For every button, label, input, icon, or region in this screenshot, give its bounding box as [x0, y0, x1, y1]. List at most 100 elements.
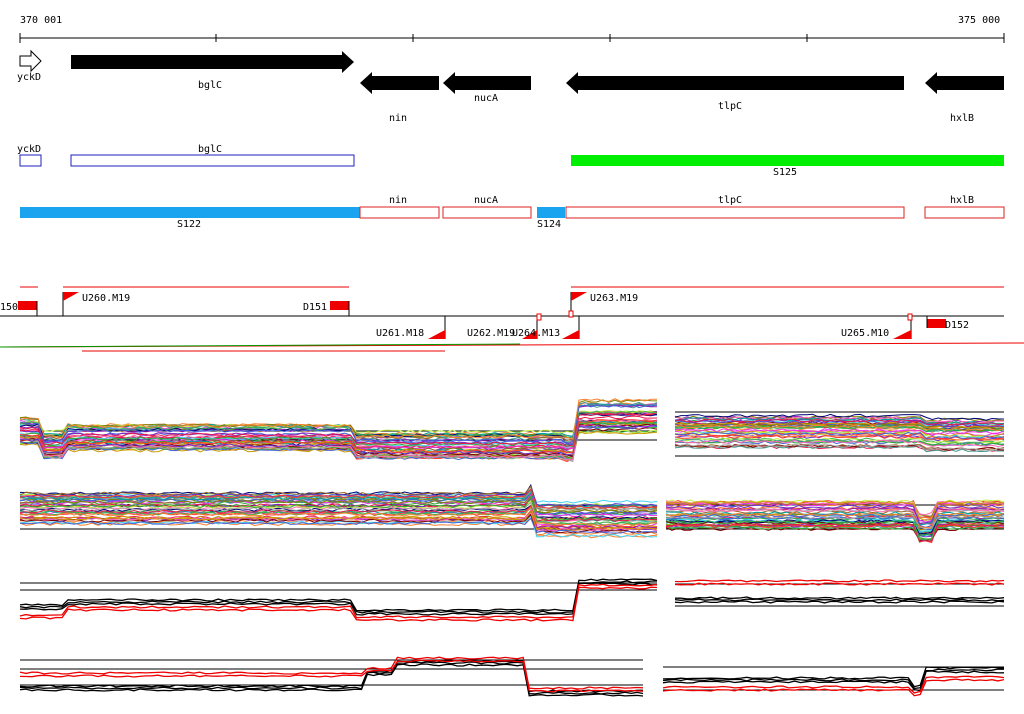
profile-line: [19, 661, 644, 695]
tu-label-s125: S125: [773, 167, 797, 178]
gene-arrow-nin[interactable]: [360, 72, 439, 94]
profile-line: [19, 580, 658, 614]
tu-box-nin[interactable]: [359, 206, 440, 219]
gene-label-yckd: yckD: [17, 72, 41, 83]
profile-line: [665, 504, 1005, 524]
expression-panel-1-left: [19, 398, 658, 463]
tu-box-yckd[interactable]: [19, 154, 42, 167]
profile-line: [19, 513, 658, 534]
gene-arrow-nuca[interactable]: [443, 72, 531, 94]
profile-line: [665, 525, 1005, 542]
tu-label-hxlb: hxlB: [950, 195, 974, 206]
profile-line: [19, 398, 658, 440]
tu-label-tlpc: tlpC: [718, 195, 742, 206]
gene-arrow-hxlb[interactable]: [925, 72, 1004, 94]
feature-label-u262: U262.M19: [467, 328, 515, 339]
gene-label-tlpc: tlpC: [718, 101, 742, 112]
profile-line: [674, 582, 1005, 586]
gene-label-nin: nin: [389, 113, 407, 124]
feature-box-d152[interactable]: [927, 319, 946, 328]
profile-line: [19, 514, 658, 538]
tu-label-bglc: bglC: [198, 144, 222, 155]
ruler-end-label: 375 000: [958, 15, 1000, 26]
tu-bar-s125[interactable]: [571, 155, 1004, 166]
expression-panel-1-right: [674, 411, 1005, 457]
expression-panel-3-right: [674, 579, 1005, 607]
profile-line: [19, 403, 658, 437]
tu-box-tlpc[interactable]: [565, 206, 905, 219]
profile-line: [665, 526, 1005, 541]
tu-bar-s124[interactable]: [537, 207, 565, 218]
feature-box-d151[interactable]: [330, 301, 349, 310]
feature-flag-u261[interactable]: [428, 330, 445, 339]
feature-flag-u265[interactable]: [893, 330, 911, 339]
profile-line: [674, 419, 1005, 428]
profile-line: [662, 666, 1004, 688]
profile-line: [19, 506, 658, 527]
feature-flag-u263[interactable]: [571, 292, 587, 301]
profile-line: [674, 431, 1005, 440]
profile-line: [19, 404, 658, 446]
transcript-track: yckD bglC S125 S122 nin nucA S124 tlpC h…: [17, 144, 1005, 230]
profile-line: [19, 404, 658, 445]
tu-label-s122: S122: [177, 219, 201, 230]
feature-label-d152: D152: [945, 320, 969, 331]
tu-box-nuca[interactable]: [442, 206, 532, 219]
feature-track: 150 U260.M19 D151 U263.M19 U261.M18 U262…: [0, 286, 1024, 352]
profile-line: [19, 424, 658, 456]
profile-line: [19, 496, 658, 520]
profile-line: [19, 656, 644, 690]
profile-line: [674, 435, 1005, 441]
gene-track: yckD bglC nin nucA tlpC hxlB: [17, 49, 1004, 124]
gene-arrow-tlpc[interactable]: [566, 72, 904, 94]
profile-line: [662, 675, 1005, 694]
profile-line: [19, 663, 644, 697]
profile-line: [674, 434, 1005, 442]
profile-line: [674, 598, 1005, 602]
profile-line: [674, 596, 1005, 600]
profile-line: [19, 517, 657, 534]
profile-line: [674, 418, 1005, 426]
profile-line: [19, 488, 658, 507]
tu-bar-s122[interactable]: [20, 207, 360, 218]
feature-marker: [568, 310, 574, 318]
gene-label-hxlb: hxlB: [950, 113, 974, 124]
feature-marker: [907, 313, 913, 321]
profile-line: [662, 670, 1005, 692]
feature-box-150[interactable]: [18, 301, 37, 310]
profile-line: [666, 516, 1005, 531]
profile-line: [19, 586, 658, 622]
tu-box-bglc[interactable]: [70, 154, 355, 167]
profile-line: [19, 419, 658, 454]
profile-line: [675, 424, 1005, 432]
profile-line: [674, 425, 1005, 432]
profile-line: [674, 579, 1005, 583]
tu-box-hxlb[interactable]: [924, 206, 1005, 219]
expression-panel-4-left: [19, 656, 644, 697]
profile-line: [19, 583, 658, 619]
expression-panel-4-right: [662, 666, 1005, 697]
feature-label-u260: U260.M19: [82, 293, 130, 304]
profile-line: [19, 582, 657, 616]
profile-line: [665, 522, 1005, 542]
feature-span: [0, 343, 521, 348]
feature-flag-u264[interactable]: [562, 330, 579, 339]
profile-line: [674, 443, 1005, 452]
expression-panel-2-right: [665, 499, 1005, 544]
feature-flag-u260[interactable]: [63, 292, 79, 301]
profile-line: [674, 439, 1005, 448]
profile-line: [662, 678, 1005, 697]
profile-line: [19, 659, 644, 693]
gene-label-bglc: bglC: [198, 80, 222, 91]
feature-label-u265: U265.M10: [841, 328, 889, 339]
gene-arrow-yckd[interactable]: [19, 49, 42, 73]
profile-line: [19, 502, 658, 523]
tu-label-yckd: yckD: [17, 144, 41, 155]
coordinate-ruler: 370 001 375 000: [19, 15, 1005, 43]
profile-line: [665, 524, 1005, 544]
gene-arrow-bglc[interactable]: [71, 51, 354, 73]
profile-line: [19, 510, 658, 531]
feature-flag-u262[interactable]: [522, 330, 537, 339]
profile-line: [665, 520, 1005, 540]
profile-line: [665, 511, 1005, 526]
